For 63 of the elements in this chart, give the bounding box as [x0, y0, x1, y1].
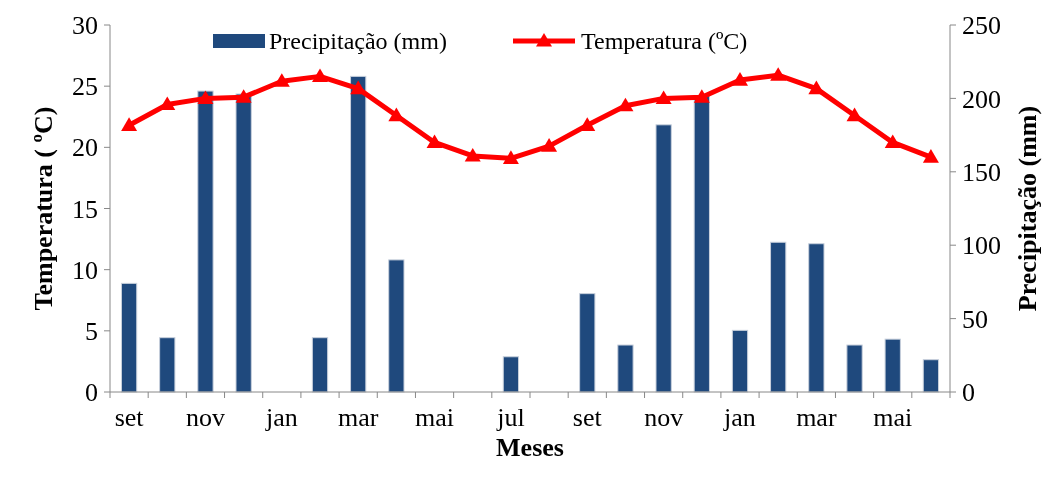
y-tick-label: 0	[85, 378, 98, 408]
y2-tick-label: 250	[962, 11, 1001, 41]
y2-tick-label: 100	[962, 231, 1001, 261]
bar	[120, 282, 138, 393]
y-tick-label: 30	[72, 11, 98, 41]
bar	[808, 243, 825, 393]
bar	[770, 241, 787, 393]
bar	[159, 337, 176, 393]
x-tick-label: mar	[337, 403, 379, 432]
point	[273, 73, 290, 87]
y-axis-title: Temperatura ( ºC)	[29, 106, 58, 311]
point	[541, 138, 558, 152]
x-tick-label: nov	[644, 403, 684, 432]
bar	[922, 359, 940, 393]
y-tick-label: 10	[72, 255, 98, 285]
bar	[884, 338, 901, 393]
bar	[579, 293, 596, 393]
point	[197, 90, 214, 104]
bar	[502, 356, 520, 393]
point	[617, 97, 634, 112]
y-tick-label: 25	[72, 72, 98, 102]
y2-tick-label: 200	[962, 84, 1001, 114]
legend-label: Precipitação (mm)	[269, 28, 447, 55]
x-axis-title: Meses	[496, 433, 564, 462]
bar	[617, 344, 634, 393]
x-tick-label: mai	[873, 403, 913, 432]
x-tick-label: set	[572, 403, 603, 432]
x-tick-label: nov	[185, 403, 225, 432]
x-tick-label: mai	[415, 403, 455, 432]
point	[655, 90, 672, 104]
bar	[197, 90, 214, 393]
point	[693, 89, 710, 103]
point	[426, 134, 443, 149]
point	[312, 68, 328, 82]
point	[922, 149, 939, 163]
bar	[655, 124, 672, 393]
bar	[846, 344, 863, 393]
point	[884, 134, 901, 149]
point	[770, 67, 787, 81]
y2-tick-label: 0	[962, 378, 975, 408]
bar	[388, 259, 405, 393]
x-tick-label: jul	[496, 403, 525, 432]
y2-axis-title: Precipitação (mm)	[1013, 105, 1042, 312]
x-tick-label: set	[114, 403, 145, 432]
point	[235, 89, 252, 103]
x-tick-label: jan	[264, 403, 298, 432]
bar	[311, 337, 329, 393]
legend-label: Temperatura (ºC)	[581, 28, 748, 55]
y-tick-label: 5	[85, 316, 98, 346]
y2-tick-label: 150	[962, 157, 1001, 187]
y-tick-label: 20	[72, 133, 98, 163]
x-tick-label: mar	[796, 403, 837, 432]
point	[732, 72, 748, 86]
point	[464, 147, 481, 162]
bar	[693, 94, 710, 393]
y2-tick-label: 50	[962, 304, 988, 334]
point	[502, 150, 519, 164]
bar	[731, 329, 749, 393]
bar	[235, 93, 252, 393]
x-tick-label: jan	[723, 403, 756, 432]
y-tick-label: 15	[72, 194, 98, 224]
point	[121, 117, 138, 131]
bar	[350, 75, 367, 393]
